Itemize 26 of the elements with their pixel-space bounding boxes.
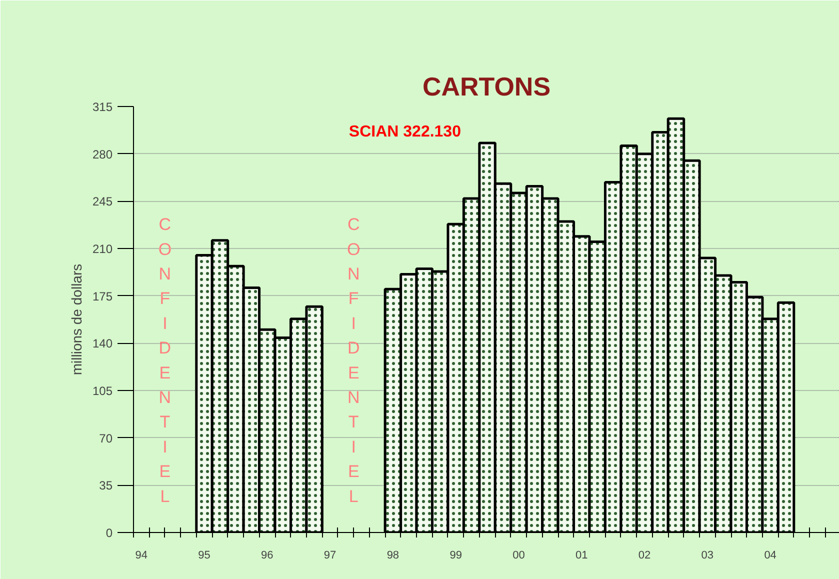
y-axis-title: millions de dollars (68, 264, 84, 376)
y-tick-label: 70 (99, 431, 113, 446)
y-tick-label: 140 (92, 336, 113, 351)
text: CONFIDENTIEL (347, 215, 360, 506)
x-tick-label: 98 (386, 550, 400, 562)
x-tick-label: 01 (576, 550, 588, 562)
y-tick-label: 175 (92, 289, 113, 304)
x-tick-label: 96 (261, 550, 274, 562)
x-tick-label: 94 (135, 550, 148, 562)
y-tick-label: 35 (99, 478, 113, 493)
x-tick-label: 00 (512, 550, 525, 562)
y-tick-label: 280 (92, 147, 113, 162)
text: CONFIDENTIEL (158, 215, 172, 506)
y-tick-label: 245 (92, 194, 113, 209)
x-tick-label: 04 (764, 550, 776, 562)
y-tick-label: 315 (92, 100, 113, 114)
x-tick-label: 95 (198, 550, 210, 562)
x-tick-label: 02 (638, 550, 651, 562)
y-tick-label: 210 (92, 242, 113, 256)
x-tick-label: 03 (701, 550, 714, 562)
annotation: SCIAN 322.130 (348, 124, 462, 141)
chart-title: CARTONS (422, 72, 551, 102)
x-tick-label: 97 (324, 550, 336, 562)
x-tick-label: 99 (450, 550, 462, 562)
y-tick-label: 0 (106, 526, 113, 540)
y-tick-label: 105 (92, 384, 113, 398)
